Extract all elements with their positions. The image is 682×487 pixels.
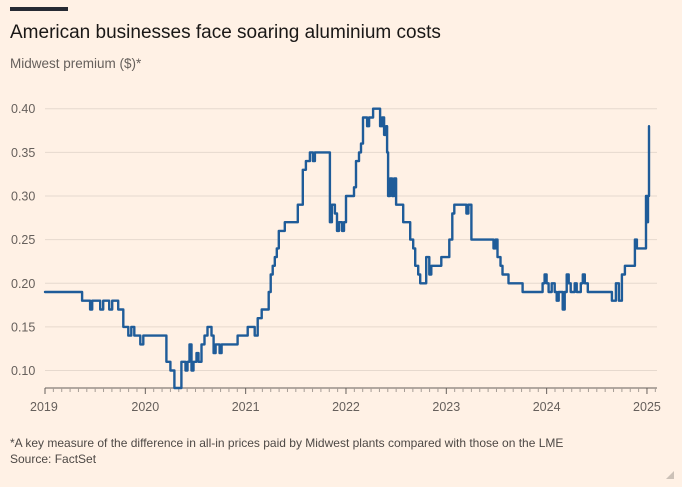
y-tick-label: 0.10 (11, 364, 35, 378)
chart-title: American businesses face soaring alumini… (10, 22, 441, 43)
y-tick-label: 0.25 (11, 233, 35, 247)
y-tick-label: 0.35 (11, 146, 35, 160)
x-tick-label: 2024 (533, 400, 561, 414)
y-tick-label: 0.40 (11, 102, 35, 116)
gridlines (45, 108, 657, 372)
series-line (43, 107, 651, 390)
y-tick-label: 0.15 (11, 320, 35, 334)
series-layer (43, 107, 651, 390)
x-tick-label: 2023 (432, 400, 460, 414)
chart-subtitle: Midwest premium ($)* (10, 56, 142, 71)
x-tick-label: 2019 (30, 400, 58, 414)
line-chart: 0.10 0.15 0.20 0.25 0.30 0.35 0.40 2019 2020 202… (11, 102, 661, 414)
source-note: Source: FactSet (10, 452, 97, 466)
resize-corner-icon (666, 471, 674, 479)
ft-brand-bar (10, 7, 68, 11)
y-tick-label: 0.30 (11, 190, 35, 204)
footnote: *A key measure of the difference in all-… (10, 436, 564, 450)
x-tick-label: 2021 (232, 400, 260, 414)
x-axis: 2019 2020 2021 2022 2023 2024 2025 (30, 387, 661, 414)
y-tick-label: 0.20 (11, 277, 35, 291)
x-tick-label: 2022 (332, 400, 360, 414)
y-axis: 0.10 0.15 0.20 0.25 0.30 0.35 0.40 (11, 102, 35, 378)
x-tick-label: 2020 (131, 400, 159, 414)
x-tick-label: 2025 (633, 400, 661, 414)
